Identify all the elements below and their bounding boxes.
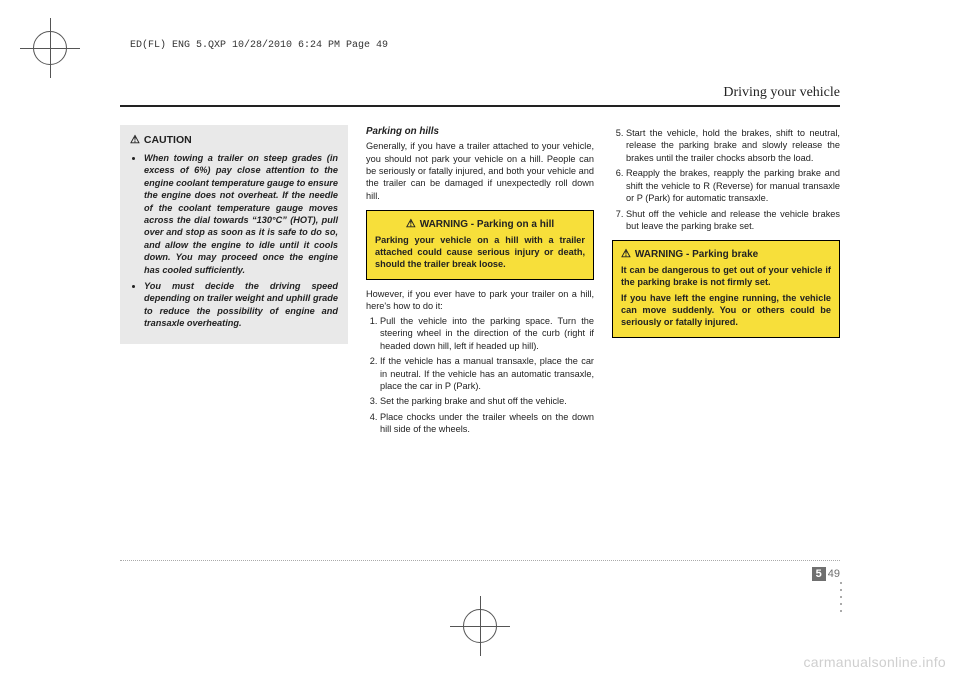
warning-icon: ⚠ bbox=[406, 217, 416, 232]
step-item: Place chocks under the trailer wheels on… bbox=[380, 411, 594, 436]
warning-box-hill: ⚠ WARNING - Parking on a hill Parking you… bbox=[366, 210, 594, 280]
warning-box-brake: ⚠ WARNING - Parking brake It can be dange… bbox=[612, 240, 840, 338]
watermark: carmanualsonline.info bbox=[804, 654, 947, 670]
page-number-value: 49 bbox=[828, 568, 840, 580]
column-3: Start the vehicle, hold the brakes, shif… bbox=[612, 125, 840, 439]
warning-title-text: WARNING - Parking brake bbox=[635, 249, 758, 260]
parking-after: However, if you ever have to park your t… bbox=[366, 288, 594, 313]
warning-title-text: WARNING - Parking on a hill bbox=[420, 219, 554, 230]
caution-title: ⚠ CAUTION bbox=[130, 133, 338, 148]
caution-title-text: CAUTION bbox=[144, 134, 192, 146]
step-item: Shut off the vehicle and release the veh… bbox=[626, 208, 840, 233]
caution-item: When towing a trailer on steep grades (i… bbox=[144, 152, 338, 276]
running-head: Driving your vehicle bbox=[120, 85, 840, 105]
page-content: Driving your vehicle ⚠ CAUTION When towin… bbox=[120, 85, 840, 439]
page-number: 549 bbox=[812, 568, 840, 580]
warning-body: If you have left the engine running, the… bbox=[621, 293, 831, 329]
warning-title: ⚠ WARNING - Parking brake bbox=[621, 247, 831, 262]
step-item: If the vehicle has a manual transaxle, p… bbox=[380, 355, 594, 392]
step-item: Start the vehicle, hold the brakes, shif… bbox=[626, 127, 840, 164]
step-item: Set the parking brake and shut off the v… bbox=[380, 395, 594, 407]
steps-list-cont: Start the vehicle, hold the brakes, shif… bbox=[612, 127, 840, 232]
warning-title: ⚠ WARNING - Parking on a hill bbox=[375, 217, 585, 232]
warning-body: Parking your vehicle on a hill with a tr… bbox=[375, 235, 585, 271]
head-rule bbox=[120, 105, 840, 107]
column-1: ⚠ CAUTION When towing a trailer on steep … bbox=[120, 125, 348, 439]
chapter-number: 5 bbox=[812, 567, 826, 581]
column-2: Parking on hills Generally, if you have … bbox=[366, 125, 594, 439]
caution-item: You must decide the driving speed depend… bbox=[144, 280, 338, 330]
columns: ⚠ CAUTION When towing a trailer on steep … bbox=[120, 125, 840, 439]
tick-marks bbox=[840, 582, 842, 617]
caution-box: ⚠ CAUTION When towing a trailer on steep … bbox=[120, 125, 348, 344]
warning-icon: ⚠ bbox=[130, 133, 140, 148]
print-header: ED(FL) ENG 5.QXP 10/28/2010 6:24 PM Page… bbox=[130, 40, 388, 51]
step-item: Pull the vehicle into the parking space.… bbox=[380, 315, 594, 352]
step-item: Reapply the brakes, reapply the parking … bbox=[626, 167, 840, 204]
footer-rule bbox=[120, 560, 840, 561]
steps-list: Pull the vehicle into the parking space.… bbox=[366, 315, 594, 436]
warning-body: It can be dangerous to get out of your v… bbox=[621, 265, 831, 289]
parking-intro: Generally, if you have a trailer attache… bbox=[366, 140, 594, 202]
warning-icon: ⚠ bbox=[621, 247, 631, 262]
parking-subhead: Parking on hills bbox=[366, 125, 594, 138]
